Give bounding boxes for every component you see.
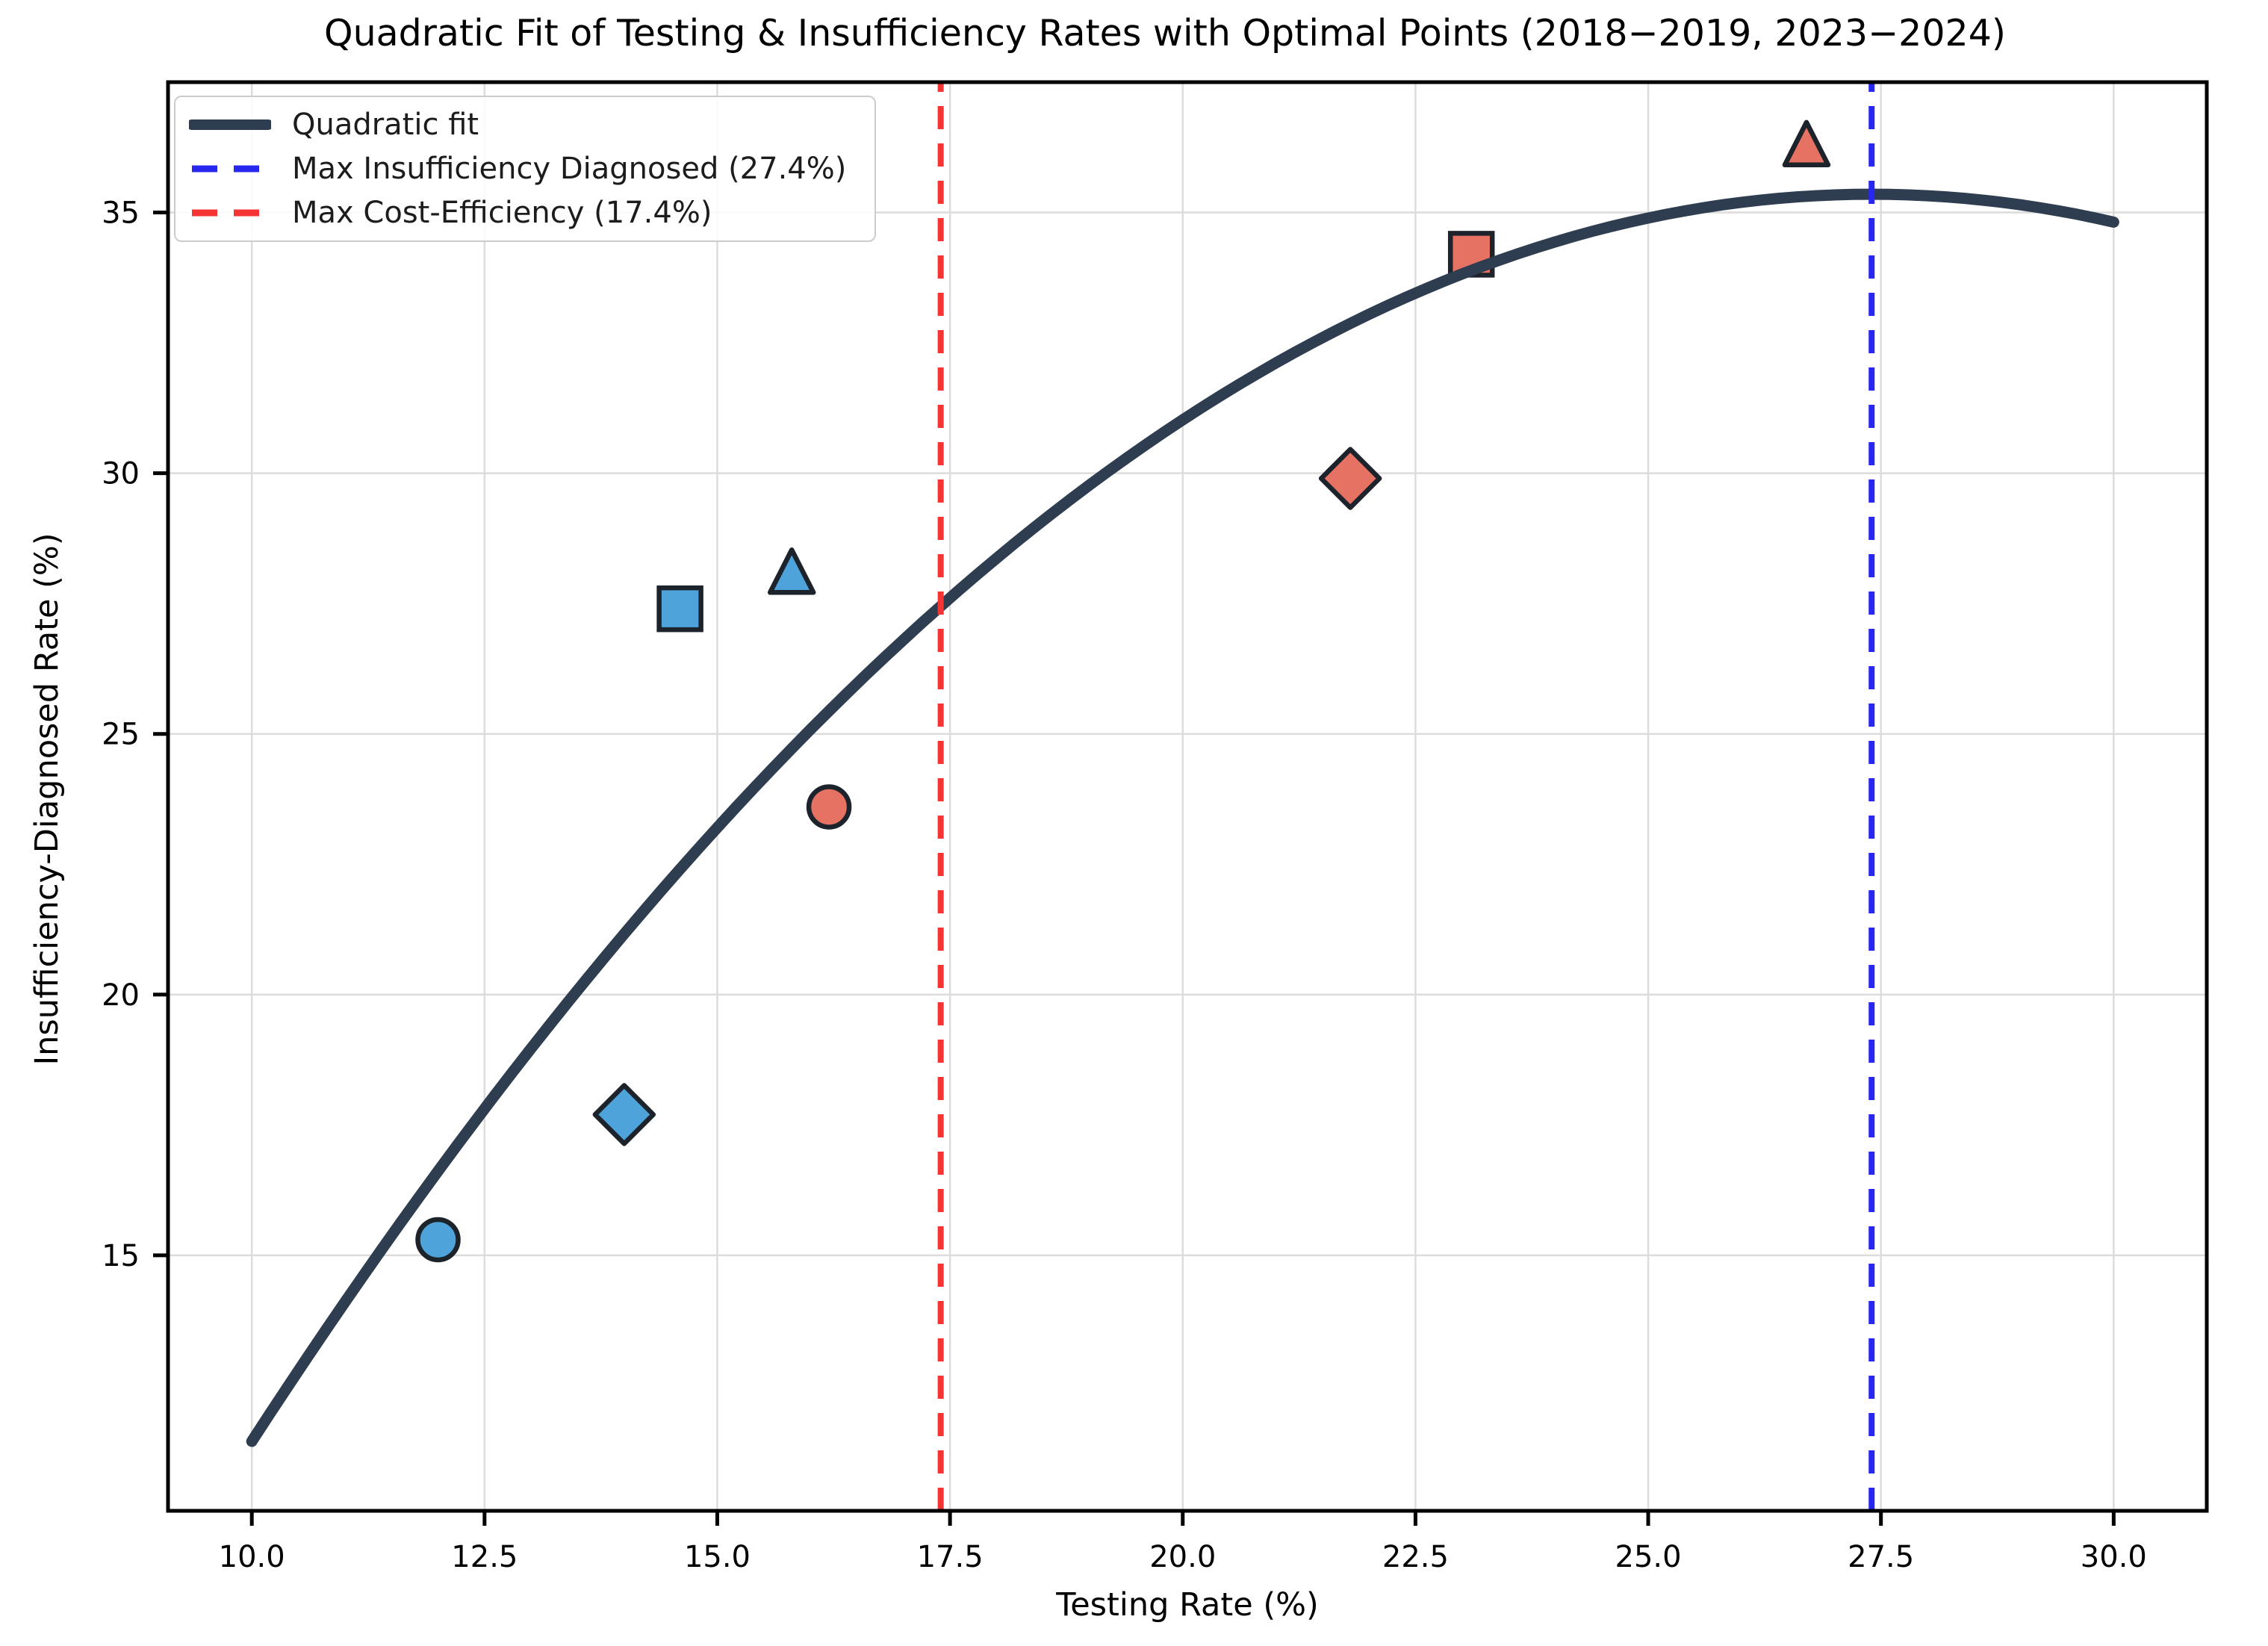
legend-item: Max Cost-Efficiency (17.4%) [189, 196, 861, 230]
quadratic-fit-curve [246, 188, 2119, 1447]
x-tick-label: 17.5 [917, 1540, 984, 1574]
x-tick-label: 22.5 [1382, 1540, 1449, 1574]
legend-label: Max Insufficiency Diagnosed (27.4%) [292, 151, 847, 186]
dashed-line-swatch-icon [192, 165, 268, 173]
scatter-marker-red-circle [806, 784, 852, 830]
y-tick-label: 20 [102, 978, 140, 1013]
legend-item: Max Insufficiency Diagnosed (27.4%) [189, 152, 861, 186]
x-tick-label: 10.0 [219, 1540, 285, 1574]
chart-title: Quadratic Fit of Testing & Insufficiency… [324, 12, 2006, 55]
x-tick-label: 30.0 [2081, 1540, 2147, 1574]
x-tick-label: 12.5 [451, 1540, 518, 1574]
y-axis-label: Insufficiency-Diagnosed Rate (%) [28, 532, 66, 1066]
scatter-marker-blue-square [656, 585, 703, 633]
y-tick-label: 30 [102, 457, 140, 491]
x-axis-label: Testing Rate (%) [1056, 1586, 1319, 1624]
solid-line-swatch-icon [189, 119, 271, 131]
y-tick-label: 15 [102, 1239, 140, 1273]
legend-label: Max Cost-Efficiency (17.4%) [292, 195, 712, 230]
x-tick-label: 25.0 [1615, 1540, 1682, 1574]
x-tick-label: 27.5 [1848, 1540, 1914, 1574]
scatter-marker-blue-circle [415, 1217, 461, 1263]
x-tick-label: 20.0 [1149, 1540, 1216, 1574]
scatter-marker-blue-triangle [767, 547, 816, 595]
y-tick-label: 25 [102, 718, 140, 752]
legend: Quadratic fit Max Insufficiency Diagnosed… [174, 96, 876, 242]
axes-frame [166, 80, 2209, 1513]
legend-item: Quadratic fit [189, 108, 861, 142]
x-tick-label: 15.0 [684, 1540, 751, 1574]
y-tick-label: 35 [102, 196, 140, 231]
scatter-marker-red-triangle [1782, 119, 1831, 168]
dashed-line-swatch-icon [192, 209, 268, 217]
scatter-marker-red-diamond [1318, 447, 1382, 510]
legend-label: Quadratic fit [292, 108, 479, 143]
scatter-marker-blue-diamond [592, 1083, 656, 1146]
